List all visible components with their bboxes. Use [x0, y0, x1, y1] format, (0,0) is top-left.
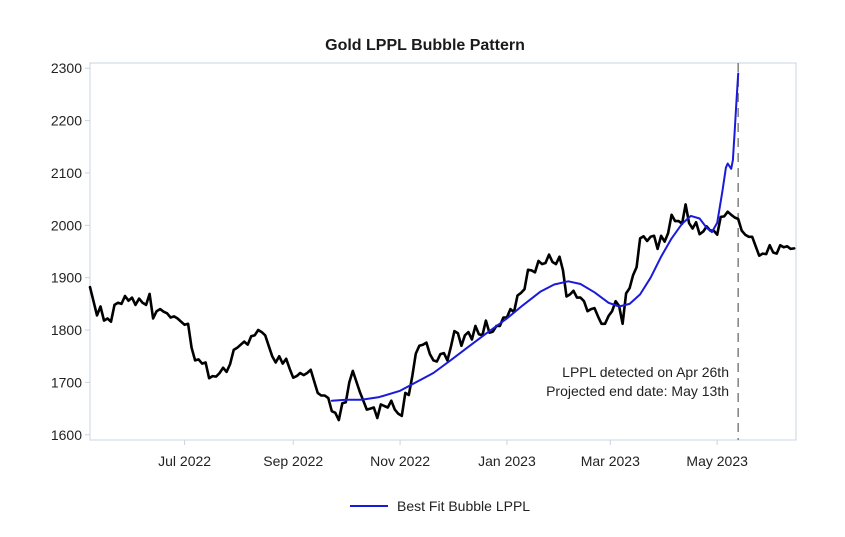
y-tick-label: 2300	[51, 60, 82, 76]
annotation-line-2: Projected end date: May 13th	[546, 383, 729, 399]
x-tick-label: Jul 2022	[158, 453, 211, 469]
annotation-line-1: LPPL detected on Apr 26th	[562, 364, 729, 380]
x-tick-label: Mar 2023	[581, 453, 640, 469]
x-axis: Jul 2022 Sep 2022 Nov 2022 Jan 2023 Mar 2023…	[158, 440, 748, 469]
lppl-fit-line	[330, 72, 740, 402]
y-tick-label: 1600	[51, 427, 82, 443]
gold-price-line	[88, 203, 796, 422]
x-tick-label: Jan 2023	[478, 453, 536, 469]
chart-title: Gold LPPL Bubble Pattern	[325, 37, 525, 54]
x-tick-label: Sep 2022	[263, 453, 323, 469]
y-tick-label: 2000	[51, 217, 82, 233]
series-group	[88, 72, 796, 422]
y-tick-label: 1800	[51, 322, 82, 338]
x-tick-label: May 2023	[686, 453, 748, 469]
y-tick-label: 2200	[51, 113, 82, 129]
x-tick-label: Nov 2022	[370, 453, 430, 469]
legend-label-lppl: Best Fit Bubble LPPL	[397, 498, 530, 514]
y-axis: 1600 1700 1800 1900 2000 2100 2200 2300	[51, 60, 90, 443]
y-tick-label: 2100	[51, 165, 82, 181]
y-tick-label: 1900	[51, 270, 82, 286]
plot-frame	[89, 62, 797, 441]
legend: Best Fit Bubble LPPL	[350, 498, 530, 514]
y-tick-label: 1700	[51, 374, 82, 390]
